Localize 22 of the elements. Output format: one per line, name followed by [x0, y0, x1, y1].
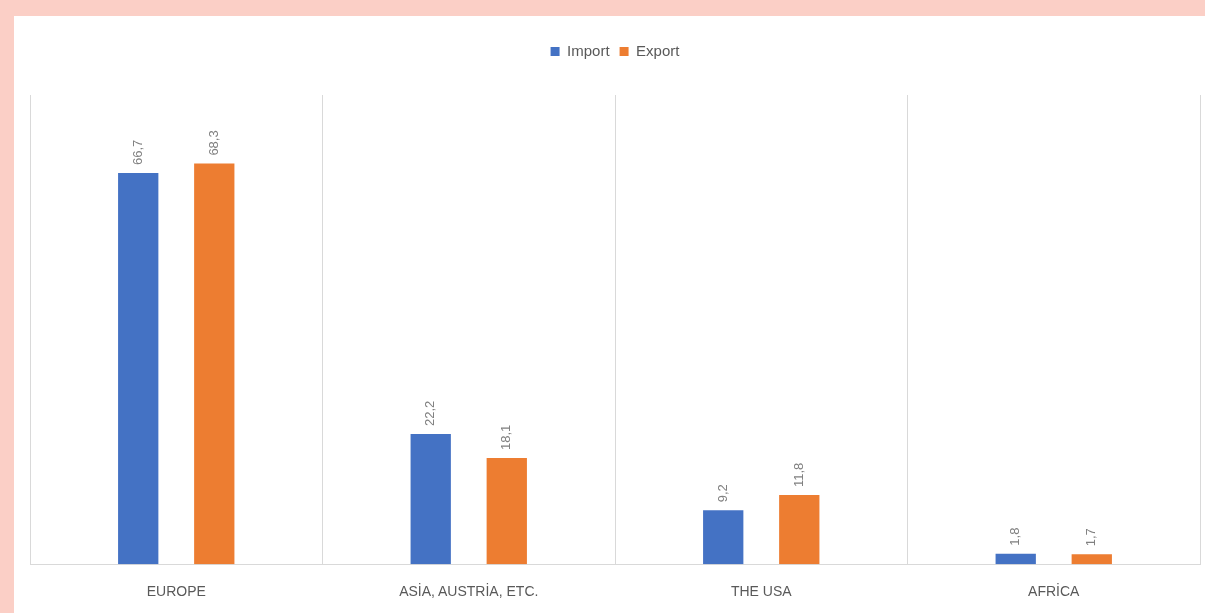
bar [703, 510, 744, 565]
data-label: 11,8 [790, 462, 806, 487]
x-tick-label: AFRİCA [1028, 582, 1081, 600]
data-label: 9,2 [714, 484, 730, 503]
bar [118, 173, 159, 565]
data-label: 22,2 [422, 400, 438, 426]
x-tick-label: ASİA, AUSTRİA, ETC. [399, 582, 539, 600]
legend-label: Export [636, 41, 681, 59]
bar [995, 553, 1036, 565]
data-label: 66,7 [129, 139, 145, 165]
bar [194, 163, 235, 565]
bar [1071, 554, 1112, 565]
x-tick-label: EUROPE [146, 583, 206, 600]
data-label: 1,8 [1007, 527, 1023, 546]
legend-label: Import [567, 41, 611, 59]
bar [779, 494, 820, 565]
bar [410, 434, 451, 565]
x-tick-label: THE USA [730, 583, 793, 600]
data-label: 68,3 [205, 130, 221, 156]
data-label: 1,7 [1083, 528, 1099, 547]
data-label: 18,1 [498, 424, 514, 451]
bar [486, 458, 527, 565]
